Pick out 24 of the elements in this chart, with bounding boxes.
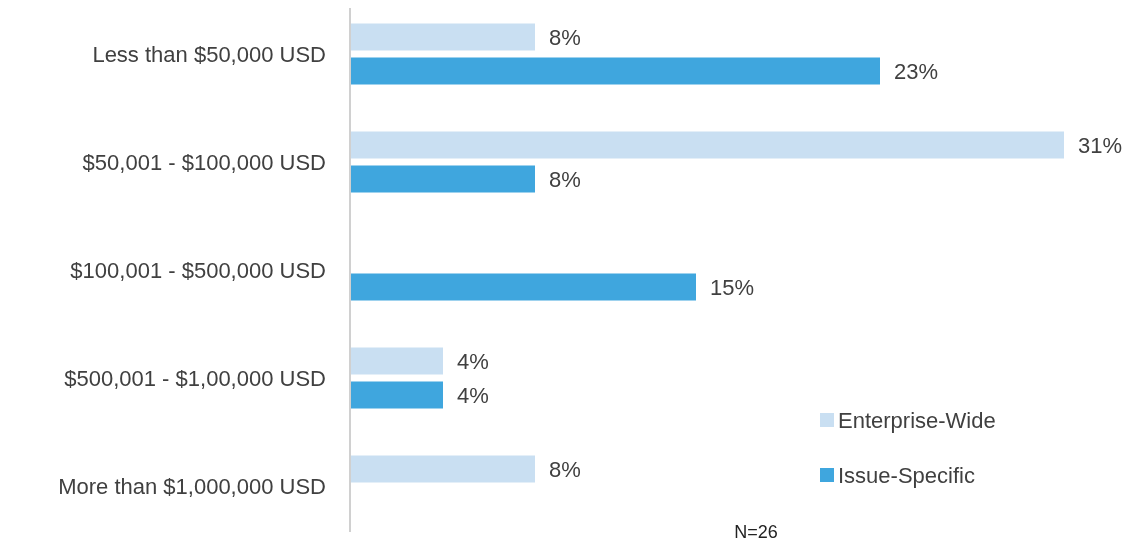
bar xyxy=(351,131,1064,159)
bar xyxy=(351,381,443,409)
y-tick-label: $500,001 - $1,00,000 USD xyxy=(64,365,326,391)
data-label: 8% xyxy=(549,166,581,192)
data-label: 23% xyxy=(894,58,939,84)
y-tick-label: Less than $50,000 USD xyxy=(92,41,326,67)
y-tick-label: $100,001 - $500,000 USD xyxy=(70,257,326,283)
bar xyxy=(351,57,880,85)
data-label: 8% xyxy=(549,456,581,482)
bar xyxy=(351,273,696,301)
data-label: 31% xyxy=(1078,132,1123,158)
data-label: 8% xyxy=(549,24,581,50)
legend-label: Enterprise-Wide xyxy=(838,407,996,433)
data-label: 15% xyxy=(710,274,755,300)
data-label: 4% xyxy=(457,348,489,374)
bar xyxy=(351,165,535,193)
bar xyxy=(351,23,535,51)
y-tick-label: More than $1,000,000 USD xyxy=(58,473,326,499)
annotation: N=26 xyxy=(734,522,778,542)
bar xyxy=(351,347,443,375)
bar xyxy=(351,455,535,483)
data-label: 4% xyxy=(457,382,489,408)
y-tick-label: $50,001 - $100,000 USD xyxy=(82,149,326,175)
legend-label: Issue-Specific xyxy=(838,462,975,488)
